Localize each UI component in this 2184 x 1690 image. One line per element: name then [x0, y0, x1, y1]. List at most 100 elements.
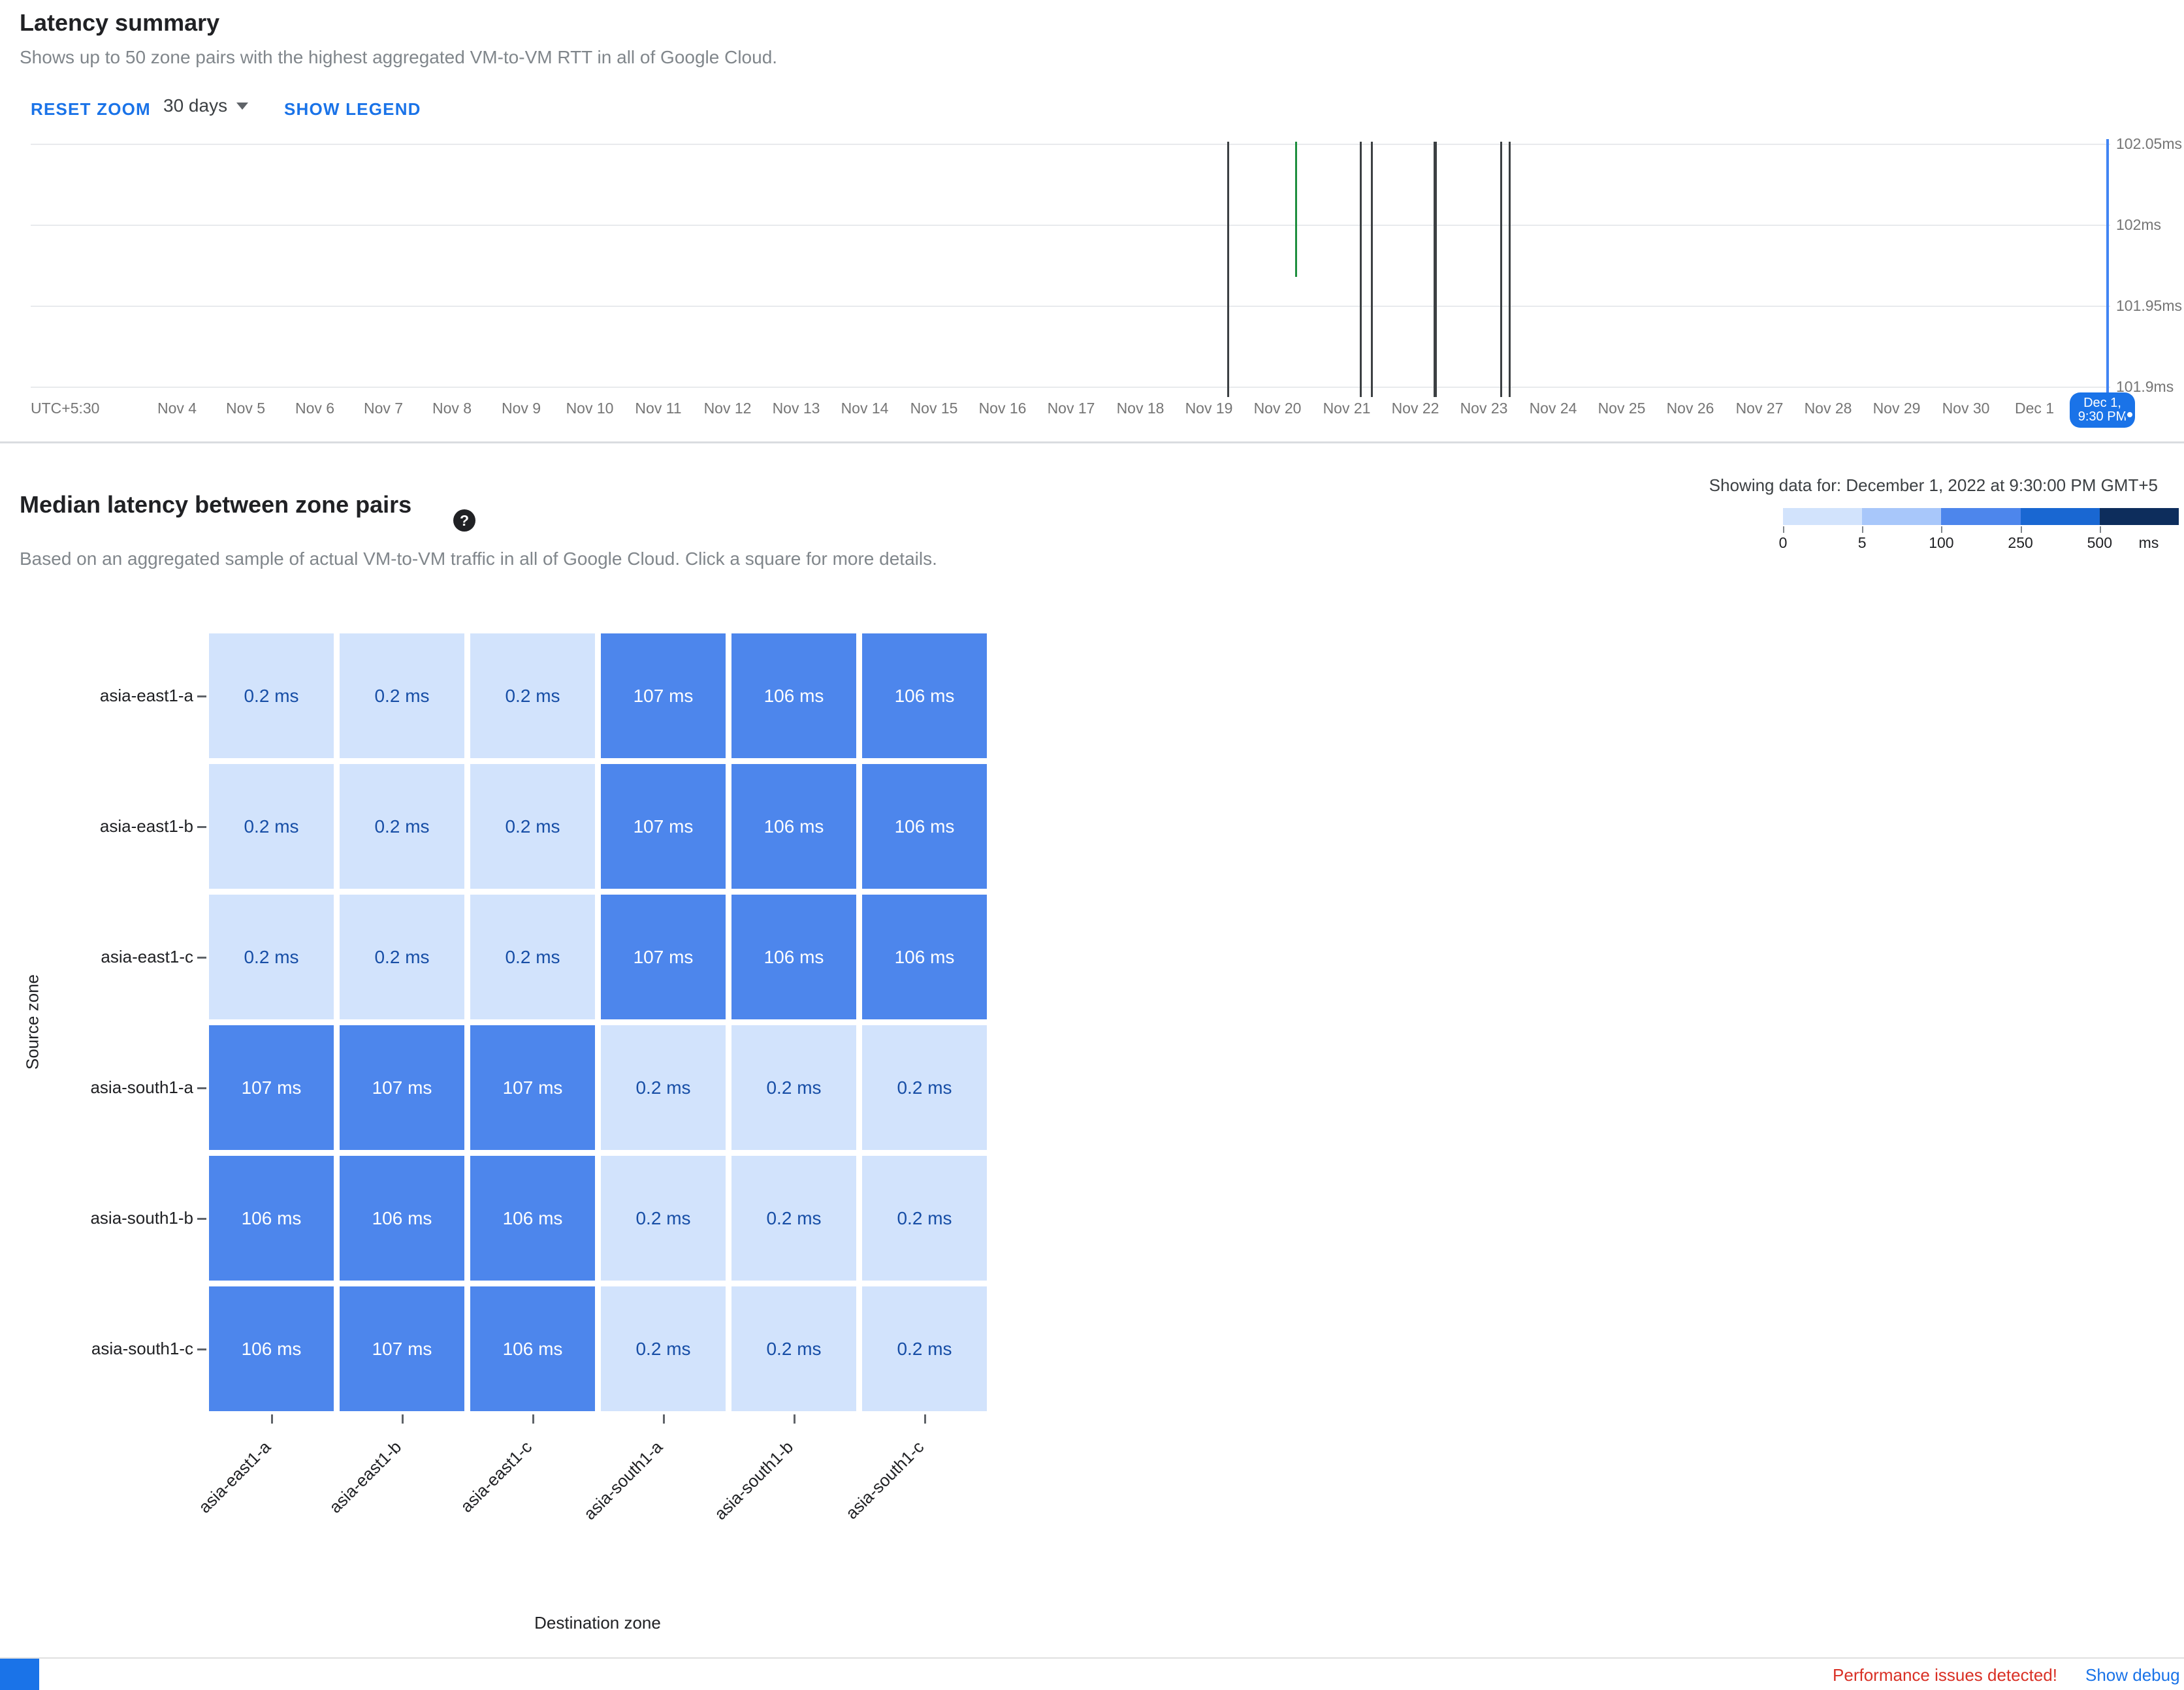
chart-series-spike	[1434, 142, 1437, 397]
heatmap-row-label: asia-south1-b	[90, 1207, 193, 1228]
heatmap-cell[interactable]: 0.2 ms	[731, 1286, 856, 1411]
legend-color-segment	[1862, 508, 1942, 525]
heatmap-col-tick	[270, 1414, 273, 1424]
heatmap-cell[interactable]: 0.2 ms	[470, 633, 595, 758]
heatmap-cell[interactable]: 0.2 ms	[340, 895, 464, 1019]
heatmap-cell[interactable]: 0.2 ms	[862, 1156, 987, 1281]
x-axis-tick-label: Dec 1	[2014, 400, 2055, 417]
heatmap-cell[interactable]: 0.2 ms	[470, 895, 595, 1019]
heatmap-cell[interactable]: 107 ms	[601, 633, 726, 758]
heatmap-row-tick	[197, 956, 206, 959]
heatmap-cell[interactable]: 106 ms	[209, 1156, 334, 1281]
heatmap-col-label: asia-south1-a	[579, 1437, 666, 1524]
x-axis-tick-label: Nov 8	[432, 400, 472, 417]
heatmap-cell[interactable]: 106 ms	[470, 1156, 595, 1281]
heatmap-cell[interactable]: 0.2 ms	[209, 764, 334, 889]
chart-series-spike	[1227, 142, 1229, 397]
selected-time-tooltip[interactable]: Dec 1, 9:30 PM	[2070, 392, 2135, 428]
latency-summary-subtitle: Shows up to 50 zone pairs with the highe…	[20, 47, 778, 67]
heatmap-row-label: asia-east1-a	[99, 685, 193, 705]
legend-tick-mark	[1783, 526, 1784, 533]
x-axis-tick-label: Nov 4	[157, 400, 197, 417]
heatmap-cell[interactable]: 106 ms	[731, 895, 856, 1019]
latency-time-series-chart[interactable]: Dec 1, 9:30 PM 102.05ms 102ms 101.95ms 101.…	[31, 135, 2182, 428]
heatmap-cell[interactable]: 0.2 ms	[470, 764, 595, 889]
heatmap-col-label: asia-east1-c	[456, 1437, 536, 1516]
heatmap-col-label: asia-east1-a	[194, 1437, 274, 1517]
heatmap-cell[interactable]: 107 ms	[601, 764, 726, 889]
heatmap-cell[interactable]: 0.2 ms	[731, 1025, 856, 1150]
heatmap-row-tick	[197, 1087, 206, 1089]
x-axis-tick-label: Nov 22	[1391, 400, 1439, 417]
legend-unit-label: ms	[2138, 534, 2159, 551]
heatmap-cell[interactable]: 106 ms	[731, 764, 856, 889]
x-axis-tick-label: Nov 17	[1047, 400, 1095, 417]
x-axis-tick-label: Nov 23	[1460, 400, 1508, 417]
x-axis-tick-label: Nov 6	[295, 400, 335, 417]
heatmap-cell[interactable]: 106 ms	[209, 1286, 334, 1411]
tooltip-handle-dot[interactable]	[2125, 409, 2135, 420]
heatmap-row-tick	[197, 1217, 206, 1220]
x-axis-tick-label: Nov 27	[1735, 400, 1784, 417]
median-latency-title: Median latency between zone pairs	[20, 491, 412, 518]
heatmap-cell[interactable]: 107 ms	[209, 1025, 334, 1150]
help-icon[interactable]: ?	[453, 509, 475, 532]
x-axis-tick-label: Nov 28	[1804, 400, 1852, 417]
heatmap-cell[interactable]: 106 ms	[862, 764, 987, 889]
x-axis-tick-label: Nov 7	[363, 400, 404, 417]
show-debug-panel-link[interactable]: Show debug panel	[2085, 1665, 2184, 1685]
heatmap-cell[interactable]: 0.2 ms	[731, 1156, 856, 1281]
x-axis-tick-label: Nov 10	[566, 400, 614, 417]
heatmap-cell[interactable]: 0.2 ms	[601, 1286, 726, 1411]
heatmap-cell[interactable]: 106 ms	[862, 633, 987, 758]
performance-alert-text: Performance issues detected!	[1833, 1665, 2057, 1685]
heatmap-cell[interactable]: 106 ms	[862, 895, 987, 1019]
heatmap-cell[interactable]: 107 ms	[340, 1286, 464, 1411]
x-axis-tick-label: Nov 20	[1253, 400, 1302, 417]
heatmap-cell[interactable]: 107 ms	[601, 895, 726, 1019]
reset-zoom-button[interactable]: RESET ZOOM	[31, 99, 151, 119]
x-axis-tick-label: Nov 30	[1942, 400, 1990, 417]
heatmap-cell[interactable]: 0.2 ms	[209, 895, 334, 1019]
heatmap-col-label: asia-south1-c	[841, 1437, 927, 1523]
chevron-down-icon	[236, 102, 249, 110]
y-axis-tick-label: 102ms	[2116, 216, 2162, 233]
x-axis-tick-label: Nov 13	[772, 400, 820, 417]
show-legend-button[interactable]: SHOW LEGEND	[284, 99, 421, 119]
chart-gridline	[31, 387, 2110, 388]
x-axis-tick-label: Nov 14	[841, 400, 889, 417]
section-divider	[0, 441, 2184, 443]
x-axis-tick-label: Nov 29	[1872, 400, 1921, 417]
latency-summary-title: Latency summary	[20, 9, 220, 36]
heatmap-cell[interactable]: 107 ms	[470, 1025, 595, 1150]
y-axis-tick-label: 102.05ms	[2116, 135, 2183, 152]
status-blue-indicator[interactable]	[0, 1659, 39, 1690]
heatmap-cell[interactable]: 106 ms	[470, 1286, 595, 1411]
heatmap-cell[interactable]: 0.2 ms	[601, 1025, 726, 1150]
x-axis-tick-label: Nov 9	[501, 400, 541, 417]
chart-series-spike	[1500, 142, 1502, 397]
heatmap-cell[interactable]: 0.2 ms	[862, 1025, 987, 1150]
time-interval-value: 30 days	[163, 95, 228, 116]
heatmap-cell[interactable]: 0.2 ms	[209, 633, 334, 758]
heatmap-cell[interactable]: 106 ms	[731, 633, 856, 758]
legend-tick-mark	[1862, 526, 1864, 533]
heatmap-row-label: asia-south1-a	[90, 1077, 193, 1097]
heatmap-row-label: asia-east1-c	[101, 946, 193, 966]
heatmap-cell[interactable]: 106 ms	[340, 1156, 464, 1281]
chart-series-spike	[1371, 142, 1373, 397]
legend-tick-mark	[2020, 526, 2022, 533]
heatmap-cell[interactable]: 107 ms	[340, 1025, 464, 1150]
x-axis-tick-label: Nov 12	[703, 400, 752, 417]
heatmap-col-tick	[401, 1414, 404, 1424]
timezone-label: UTC+5:30	[31, 400, 100, 417]
heatmap-col-tick	[923, 1414, 926, 1424]
heatmap-cell[interactable]: 0.2 ms	[601, 1156, 726, 1281]
heatmap-cell[interactable]: 0.2 ms	[862, 1286, 987, 1411]
heatmap-row-label: asia-east1-b	[99, 816, 193, 836]
destination-zone-axis-label: Destination zone	[534, 1613, 661, 1633]
x-axis-tick-label: Nov 11	[635, 400, 682, 417]
heatmap-cell[interactable]: 0.2 ms	[340, 633, 464, 758]
heatmap-cell[interactable]: 0.2 ms	[340, 764, 464, 889]
time-interval-dropdown[interactable]: 30 days	[163, 95, 249, 116]
